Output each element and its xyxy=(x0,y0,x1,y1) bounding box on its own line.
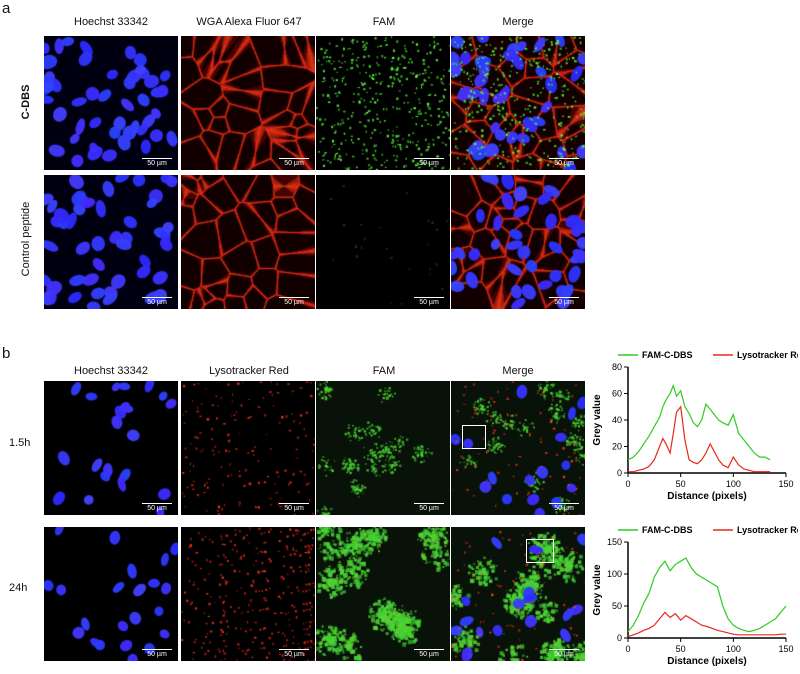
y-tick-label: 40 xyxy=(612,415,622,425)
x-tick-label: 100 xyxy=(726,479,741,489)
y-tick-label: 80 xyxy=(612,362,622,372)
panel-b-letter: b xyxy=(2,345,11,362)
image-b-hoechst-1-5h: 50 µm xyxy=(44,381,178,515)
panel-b-col-hoechst: Hoechst 33342 xyxy=(74,365,148,377)
legend-label: Lysotracker Red xyxy=(737,350,798,360)
image-a-wga-cdbs: 50 µm xyxy=(181,36,315,170)
x-tick-label: 150 xyxy=(778,479,793,489)
x-tick-label: 150 xyxy=(778,644,793,654)
zoom-inset-box xyxy=(462,425,486,449)
panel-b-col-lyso: Lysotracker Red xyxy=(209,365,289,377)
scale-bar: 50 µm xyxy=(549,502,579,512)
image-a-merge-cdbs: 50 µm xyxy=(451,36,585,170)
image-b-lyso-24h: 50 µm xyxy=(181,527,315,661)
y-tick-label: 0 xyxy=(617,468,622,478)
y-axis-label: Grey value xyxy=(592,564,603,616)
scale-bar: 50 µm xyxy=(279,296,309,306)
image-b-fam-24h: 50 µm xyxy=(316,527,450,661)
scale-bar: 50 µm xyxy=(142,648,172,658)
image-a-wga-control: 50 µm xyxy=(181,175,315,309)
x-tick-label: 50 xyxy=(676,479,686,489)
x-tick-label: 50 xyxy=(676,644,686,654)
legend-label: Lysotracker Red xyxy=(737,525,798,535)
line-profile-chart-1-5h: 0 50 100 150 0 20 40 60 80 Distance (pixels) Grey … xyxy=(592,350,798,502)
legend-label: FAM-C-DBS xyxy=(642,525,693,535)
series-line-lysotracker xyxy=(628,405,771,473)
y-tick-label: 60 xyxy=(612,389,622,399)
image-a-hoechst-control: 50 µm xyxy=(44,175,178,309)
y-tick-label: 150 xyxy=(607,537,622,547)
image-b-merge-24h: 50 µm xyxy=(451,527,585,661)
panel-a-col-fam: FAM xyxy=(372,16,396,28)
image-a-fam-control: 50 µm xyxy=(316,175,450,309)
y-tick-label: 100 xyxy=(607,569,622,579)
y-tick-label: 20 xyxy=(612,442,622,452)
image-a-merge-control: 50 µm xyxy=(451,175,585,309)
scale-bar: 50 µm xyxy=(414,157,444,167)
scale-bar: 50 µm xyxy=(279,502,309,512)
legend-label: FAM-C-DBS xyxy=(642,350,693,360)
series-line-fam xyxy=(627,557,787,633)
panel-a-col-wga: WGA Alexa Fluor 647 xyxy=(196,16,302,28)
scale-bar: 50 µm xyxy=(279,648,309,658)
scale-bar: 50 µm xyxy=(549,648,579,658)
scale-bar: 50 µm xyxy=(414,648,444,658)
panel-a-letter: a xyxy=(2,0,11,17)
y-tick-label: 50 xyxy=(612,601,622,611)
image-b-merge-1-5h: 50 µm xyxy=(451,381,585,515)
scale-bar: 50 µm xyxy=(279,157,309,167)
image-a-fam-cdbs: 50 µm xyxy=(316,36,450,170)
panel-b-col-merge: Merge xyxy=(502,365,534,377)
scale-bar: 50 µm xyxy=(142,296,172,306)
x-tick-label: 0 xyxy=(625,644,630,654)
image-a-hoechst-cdbs: 50 µm xyxy=(44,36,178,170)
line-profile-chart-24h: 0 50 100 150 0 50 100 150 Distance (pixels) Grey … xyxy=(592,525,798,667)
panel-a-col-merge: Merge xyxy=(502,16,534,28)
zoom-inset-box xyxy=(526,539,554,563)
panel-a-row-control: Control peptide xyxy=(20,201,32,277)
y-tick-label: 0 xyxy=(617,633,622,643)
image-b-lyso-1-5h: 50 µm xyxy=(181,381,315,515)
scale-bar: 50 µm xyxy=(549,157,579,167)
scale-bar: 50 µm xyxy=(414,296,444,306)
image-b-hoechst-24h: 50 µm xyxy=(44,527,178,661)
image-b-fam-1-5h: 50 µm xyxy=(316,381,450,515)
x-axis-label: Distance (pixels) xyxy=(667,491,746,502)
panel-b-row-24h: 24h xyxy=(9,582,28,594)
series-line-lysotracker xyxy=(627,611,786,638)
scale-bar: 50 µm xyxy=(142,502,172,512)
series-line-fam xyxy=(627,383,771,461)
panel-a-col-hoechst: Hoechst 33342 xyxy=(74,16,148,28)
scale-bar: 50 µm xyxy=(142,157,172,167)
x-axis-label: Distance (pixels) xyxy=(667,656,746,667)
panel-b-col-fam: FAM xyxy=(372,365,396,377)
x-tick-label: 0 xyxy=(625,479,630,489)
scale-bar: 50 µm xyxy=(549,296,579,306)
x-tick-label: 100 xyxy=(726,644,741,654)
y-axis-label: Grey value xyxy=(592,394,603,446)
scale-bar: 50 µm xyxy=(414,502,444,512)
panel-b-row-1-5h: 1.5h xyxy=(9,437,31,449)
panel-a-row-cdbs: C-DBS xyxy=(20,84,32,120)
